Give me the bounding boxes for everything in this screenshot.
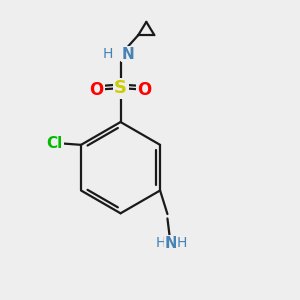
Text: H: H — [176, 236, 187, 250]
Text: H: H — [156, 236, 166, 250]
Text: O: O — [138, 81, 152, 99]
Text: N: N — [122, 47, 134, 62]
Text: S: S — [114, 79, 127, 97]
Text: H: H — [103, 47, 113, 61]
Text: Cl: Cl — [46, 136, 63, 151]
Text: O: O — [89, 81, 103, 99]
Text: N: N — [165, 236, 178, 251]
